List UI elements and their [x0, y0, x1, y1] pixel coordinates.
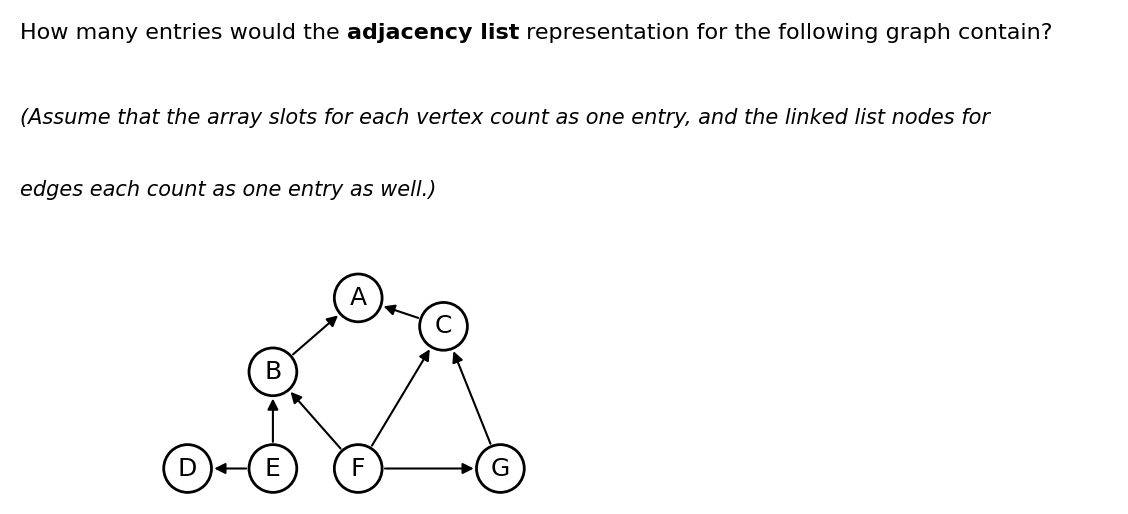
Text: How many entries would the: How many entries would the	[20, 23, 347, 43]
Text: F: F	[351, 456, 365, 481]
Text: D: D	[178, 456, 197, 481]
Circle shape	[476, 445, 525, 492]
Circle shape	[249, 445, 297, 492]
Text: C: C	[434, 315, 452, 338]
Circle shape	[420, 302, 467, 350]
Circle shape	[249, 348, 297, 396]
Circle shape	[334, 274, 382, 322]
Text: representation for the following graph contain?: representation for the following graph c…	[519, 23, 1052, 43]
Circle shape	[334, 445, 382, 492]
Text: A: A	[350, 286, 367, 310]
Text: (Assume that the array slots for each vertex count as one entry, and the linked : (Assume that the array slots for each ve…	[20, 108, 990, 128]
Text: G: G	[491, 456, 510, 481]
Text: B: B	[264, 360, 282, 384]
Circle shape	[164, 445, 211, 492]
Text: E: E	[265, 456, 281, 481]
Text: edges each count as one entry as well.): edges each count as one entry as well.)	[20, 180, 437, 200]
Text: adjacency list: adjacency list	[347, 23, 519, 43]
